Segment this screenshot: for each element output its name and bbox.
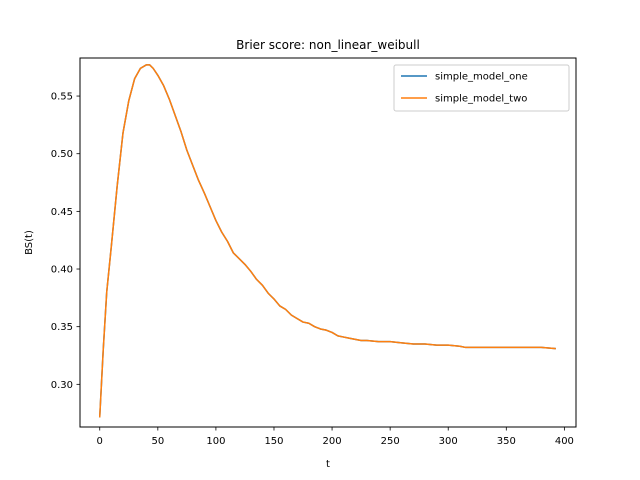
y-tick-label: 0.55 <box>51 92 73 103</box>
series-line-2 <box>98 64 556 418</box>
y-tick-label: 0.50 <box>51 149 73 160</box>
legend-label-series-1: simple_model_one <box>435 72 528 83</box>
y-axis: 0.30 0.35 0.40 0.45 0.50 0.55 <box>51 92 80 391</box>
y-tick-label: 0.45 <box>51 207 73 218</box>
y-axis-label: BS(t) <box>24 230 35 255</box>
series-layer <box>98 64 556 418</box>
x-tick-label: 200 <box>323 436 342 447</box>
x-tick-label: 350 <box>497 436 516 447</box>
legend-label-series-2: simple_model_two <box>435 94 527 105</box>
y-tick-label: 0.35 <box>51 322 73 333</box>
x-tick-label: 250 <box>381 436 400 447</box>
x-tick-label: 150 <box>264 436 283 447</box>
x-tick-label: 300 <box>439 436 458 447</box>
chart-title: Brier score: non_linear_weibull <box>236 38 420 52</box>
x-axis-label: t <box>326 459 330 470</box>
y-tick-label: 0.30 <box>51 380 73 391</box>
x-tick-label: 50 <box>151 436 164 447</box>
x-tick-label: 0 <box>97 436 103 447</box>
legend-box <box>393 64 570 112</box>
plot-frame <box>79 57 577 428</box>
legend: simple_model_one simple_model_two <box>393 64 570 112</box>
plot-area <box>79 57 577 428</box>
x-tick-label: 400 <box>555 436 574 447</box>
x-tick-label: 100 <box>206 436 225 447</box>
y-tick-label: 0.40 <box>51 265 73 276</box>
x-axis: 0 50 100 150 200 250 300 350 400 <box>97 427 574 447</box>
plot-background <box>80 58 576 427</box>
